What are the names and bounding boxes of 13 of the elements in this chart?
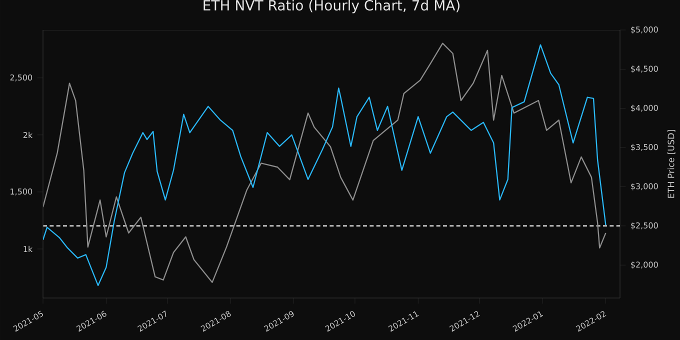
y-tick-label: 1,500 xyxy=(10,188,32,196)
y2-tick-label: $5,000 xyxy=(631,26,658,34)
y2-tick-label: $4,000 xyxy=(631,104,658,112)
y-tick-label: 2,500 xyxy=(10,74,32,82)
y2-tick-label: $4,500 xyxy=(631,66,658,73)
y2-tick-label: $3,500 xyxy=(631,144,658,152)
y-tick-label: 1k xyxy=(24,246,33,252)
y2-tick-label: $2,500 xyxy=(631,222,658,230)
y-tick-label: 2k xyxy=(23,132,33,138)
chart-title: ETH NVT Ratio (Hourly Chart, 7d MA) xyxy=(204,0,460,14)
y2-tick-label: $2,000 xyxy=(631,261,658,269)
y2-tick-label: $3,000 xyxy=(631,183,658,190)
y2-axis-title: ETH Price [USD] xyxy=(668,130,676,198)
